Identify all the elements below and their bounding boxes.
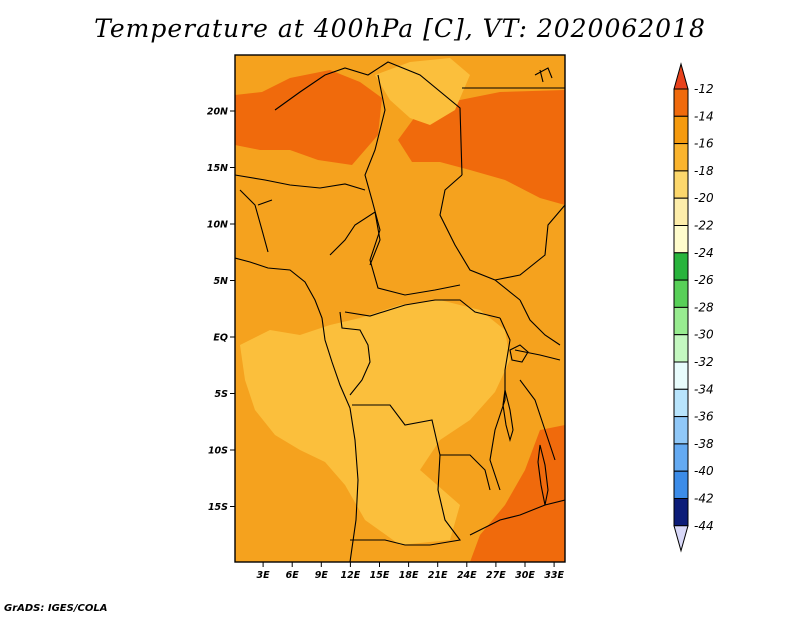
colorbar-top-arrow — [673, 62, 689, 90]
border-angola-zambia — [350, 454, 461, 546]
colorbar-segment — [673, 279, 689, 308]
border-nigeria-cameroon — [329, 211, 381, 266]
border-car-drc — [344, 299, 501, 319]
colorbar-segment — [673, 225, 689, 254]
colorbar-segment — [673, 197, 689, 226]
colorbar-label: -20 — [694, 191, 714, 205]
red-sea-coast — [534, 67, 553, 83]
border-algeria-niger-chad — [274, 61, 463, 176]
border-west-africa — [239, 189, 273, 253]
lon-tick-label: 27E — [486, 570, 506, 581]
colorbar-label: -38 — [694, 437, 714, 451]
border-ssudan-ethiopia — [494, 204, 565, 281]
colorbar-label: -16 — [694, 137, 714, 151]
boundaries — [235, 61, 565, 562]
colorbar-label: -18 — [694, 164, 714, 178]
warm-region-north — [235, 70, 382, 165]
lon-tick-label: 9E — [315, 570, 329, 581]
map-title: Temperature at 400hPa [C], VT: 202006201… — [94, 14, 706, 43]
colorbar-segment — [673, 115, 689, 145]
border-chad — [364, 74, 461, 296]
colorbar-segment — [673, 143, 689, 172]
lat-tick-label: 15N — [207, 163, 228, 174]
colorbar-label: -32 — [694, 355, 714, 369]
lat-tick-label: 10N — [207, 220, 228, 231]
colorbar-segment — [673, 388, 689, 418]
colorbar-label: -24 — [694, 246, 714, 260]
coastline — [235, 257, 359, 562]
colorbar-segment — [673, 498, 689, 527]
colorbar-label: -26 — [694, 273, 714, 287]
colorbar-label: -28 — [694, 300, 714, 314]
lat-tick-label: 15S — [208, 502, 228, 513]
colorbar-segment — [673, 443, 689, 472]
cool-region-northcenter — [375, 58, 470, 125]
lake-victoria — [509, 344, 529, 363]
border-southeast — [469, 499, 565, 536]
temperature-field — [235, 55, 565, 562]
lon-tick-label: 6E — [286, 570, 300, 581]
colorbar-segment — [673, 306, 689, 336]
lon-tick-label: 21E — [428, 570, 448, 581]
border-congo-drc — [339, 311, 371, 396]
lon-tick-label: 33E — [544, 570, 564, 581]
credit-label: GrADS: IGES/COLA — [4, 603, 108, 614]
border-drc-east — [489, 317, 511, 491]
warm-region-southeast — [470, 425, 565, 562]
colorbar-label: -42 — [694, 492, 714, 506]
colorbar-label: -30 — [694, 328, 714, 342]
colorbar-segment — [673, 170, 689, 199]
latitude-axis: 20N 15N 10N 5N EQ 5S 10S 15S — [207, 107, 235, 513]
lat-tick-label: 20N — [207, 107, 228, 118]
lon-tick-label: 30E — [515, 570, 535, 581]
lat-tick-label: 10S — [208, 446, 228, 457]
longitude-axis: 3E 6E 9E 12E 15E 18E 21E 24E 27E 30E 33E — [257, 562, 564, 581]
colorbar-segment — [673, 470, 689, 500]
lon-tick-label: 12E — [341, 570, 361, 581]
lake-tanganyika — [502, 389, 514, 443]
colorbar-label: -12 — [694, 82, 714, 96]
colorbar: -12 -14 -16 -18 -20 -22 -24 -26 -28 -30 -32 -34 -36 -… — [673, 62, 714, 553]
lat-tick-label: 5N — [213, 276, 228, 287]
border-east-africa — [514, 299, 561, 461]
lon-tick-label: 18E — [399, 570, 419, 581]
border-niger-nigeria — [235, 174, 366, 191]
lon-tick-label: 3E — [257, 570, 271, 581]
lon-tick-label: 24E — [457, 570, 477, 581]
colorbar-segment — [673, 361, 689, 390]
colorbar-segment — [673, 334, 689, 363]
colorbar-segment — [673, 88, 689, 117]
colorbar-bottom-arrow — [673, 525, 689, 553]
cool-region-central — [240, 300, 510, 545]
colorbar-label: -22 — [694, 219, 714, 233]
colorbar-label: -14 — [694, 109, 714, 123]
map-frame — [234, 54, 566, 563]
lat-tick-label: 5S — [215, 389, 229, 400]
colorbar-label: -44 — [694, 519, 714, 533]
colorbar-label: -34 — [694, 382, 714, 396]
colorbar-label: -40 — [694, 464, 714, 478]
colorbar-segment — [673, 252, 689, 281]
border-angola-drc — [352, 404, 491, 491]
lat-tick-label: EQ — [213, 333, 228, 344]
colorbar-label: -36 — [694, 410, 714, 424]
lon-tick-label: 15E — [370, 570, 390, 581]
colorbar-segment — [673, 416, 689, 445]
